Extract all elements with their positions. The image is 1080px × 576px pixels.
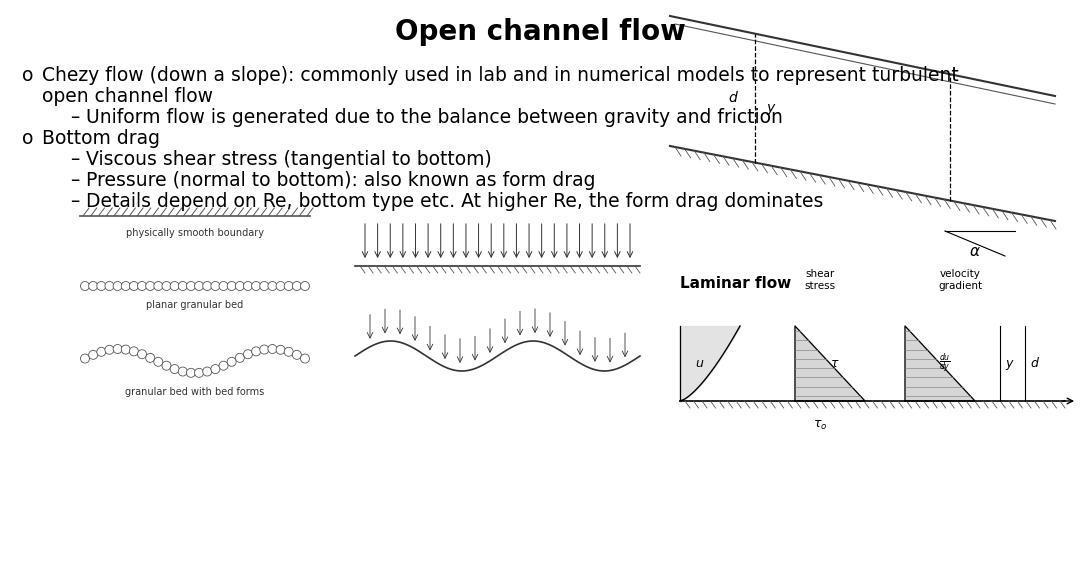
Circle shape	[276, 282, 285, 290]
Circle shape	[153, 282, 163, 290]
Text: velocity
gradient: velocity gradient	[937, 270, 982, 291]
Circle shape	[194, 368, 203, 377]
Circle shape	[81, 354, 90, 363]
Circle shape	[203, 367, 212, 376]
Text: d: d	[729, 91, 738, 105]
Circle shape	[113, 282, 122, 290]
Circle shape	[293, 350, 301, 359]
Circle shape	[194, 282, 203, 290]
Circle shape	[89, 282, 97, 290]
Text: o: o	[22, 66, 33, 85]
Circle shape	[113, 344, 122, 354]
Text: granular bed with bed forms: granular bed with bed forms	[125, 387, 265, 397]
Circle shape	[284, 347, 293, 357]
Text: shear
stress: shear stress	[805, 270, 836, 291]
Text: –: –	[70, 108, 79, 127]
Circle shape	[219, 361, 228, 370]
Text: –: –	[70, 171, 79, 190]
Text: physically smooth boundary: physically smooth boundary	[126, 228, 264, 238]
Circle shape	[171, 282, 179, 290]
Circle shape	[187, 282, 195, 290]
Circle shape	[252, 347, 260, 356]
Circle shape	[268, 282, 276, 290]
Circle shape	[81, 282, 90, 290]
Circle shape	[211, 282, 220, 290]
Circle shape	[235, 282, 244, 290]
Circle shape	[178, 282, 187, 290]
Circle shape	[171, 365, 179, 374]
Circle shape	[130, 347, 138, 356]
Circle shape	[153, 357, 163, 366]
Circle shape	[243, 350, 253, 359]
Circle shape	[97, 347, 106, 357]
Circle shape	[235, 353, 244, 362]
Circle shape	[227, 357, 237, 366]
Text: –: –	[70, 192, 79, 211]
Circle shape	[219, 282, 228, 290]
Circle shape	[187, 368, 195, 377]
Circle shape	[178, 367, 187, 376]
Circle shape	[162, 282, 171, 290]
Circle shape	[146, 353, 154, 362]
Text: open channel flow: open channel flow	[42, 87, 213, 106]
Circle shape	[243, 282, 253, 290]
Text: Pressure (normal to bottom): also known as form drag: Pressure (normal to bottom): also known …	[86, 171, 595, 190]
Text: u: u	[696, 357, 703, 370]
Text: Open channel flow: Open channel flow	[394, 18, 686, 46]
Circle shape	[300, 282, 310, 290]
Circle shape	[252, 282, 260, 290]
Circle shape	[137, 282, 147, 290]
Text: $\tau_o$: $\tau_o$	[813, 419, 827, 432]
Text: Viscous shear stress (tangential to bottom): Viscous shear stress (tangential to bott…	[86, 150, 491, 169]
Circle shape	[130, 282, 138, 290]
Circle shape	[105, 282, 114, 290]
Circle shape	[260, 345, 269, 354]
Text: Details depend on Re, bottom type etc. At higher Re, the form drag dominates: Details depend on Re, bottom type etc. A…	[86, 192, 823, 211]
Circle shape	[137, 350, 147, 359]
Text: d: d	[1030, 357, 1038, 370]
Text: –: –	[70, 150, 79, 169]
Circle shape	[146, 282, 154, 290]
Circle shape	[121, 345, 131, 354]
Circle shape	[260, 282, 269, 290]
Circle shape	[227, 282, 237, 290]
Circle shape	[105, 345, 114, 354]
Circle shape	[293, 282, 301, 290]
Circle shape	[162, 361, 171, 370]
Text: Bottom drag: Bottom drag	[42, 129, 160, 148]
Circle shape	[97, 282, 106, 290]
Circle shape	[121, 282, 131, 290]
Text: $\tau$: $\tau$	[831, 357, 840, 370]
Circle shape	[276, 345, 285, 354]
Text: α: α	[970, 244, 980, 259]
Circle shape	[284, 282, 293, 290]
Text: Uniform flow is generated due to the balance between gravity and friction: Uniform flow is generated due to the bal…	[86, 108, 783, 127]
Circle shape	[203, 282, 212, 290]
Circle shape	[89, 350, 97, 359]
Circle shape	[268, 344, 276, 354]
Text: y: y	[766, 101, 774, 115]
Circle shape	[211, 365, 220, 374]
Polygon shape	[795, 326, 865, 401]
Text: $\frac{du}{dy}$: $\frac{du}{dy}$	[940, 351, 950, 376]
Text: o: o	[22, 129, 33, 148]
Text: Laminar flow: Laminar flow	[680, 276, 792, 291]
Polygon shape	[905, 326, 975, 401]
Circle shape	[300, 354, 310, 363]
Text: Chezy flow (down a slope): commonly used in lab and in numerical models to repre: Chezy flow (down a slope): commonly used…	[42, 66, 959, 85]
Text: planar granular bed: planar granular bed	[147, 300, 244, 310]
Text: y: y	[1005, 357, 1012, 370]
